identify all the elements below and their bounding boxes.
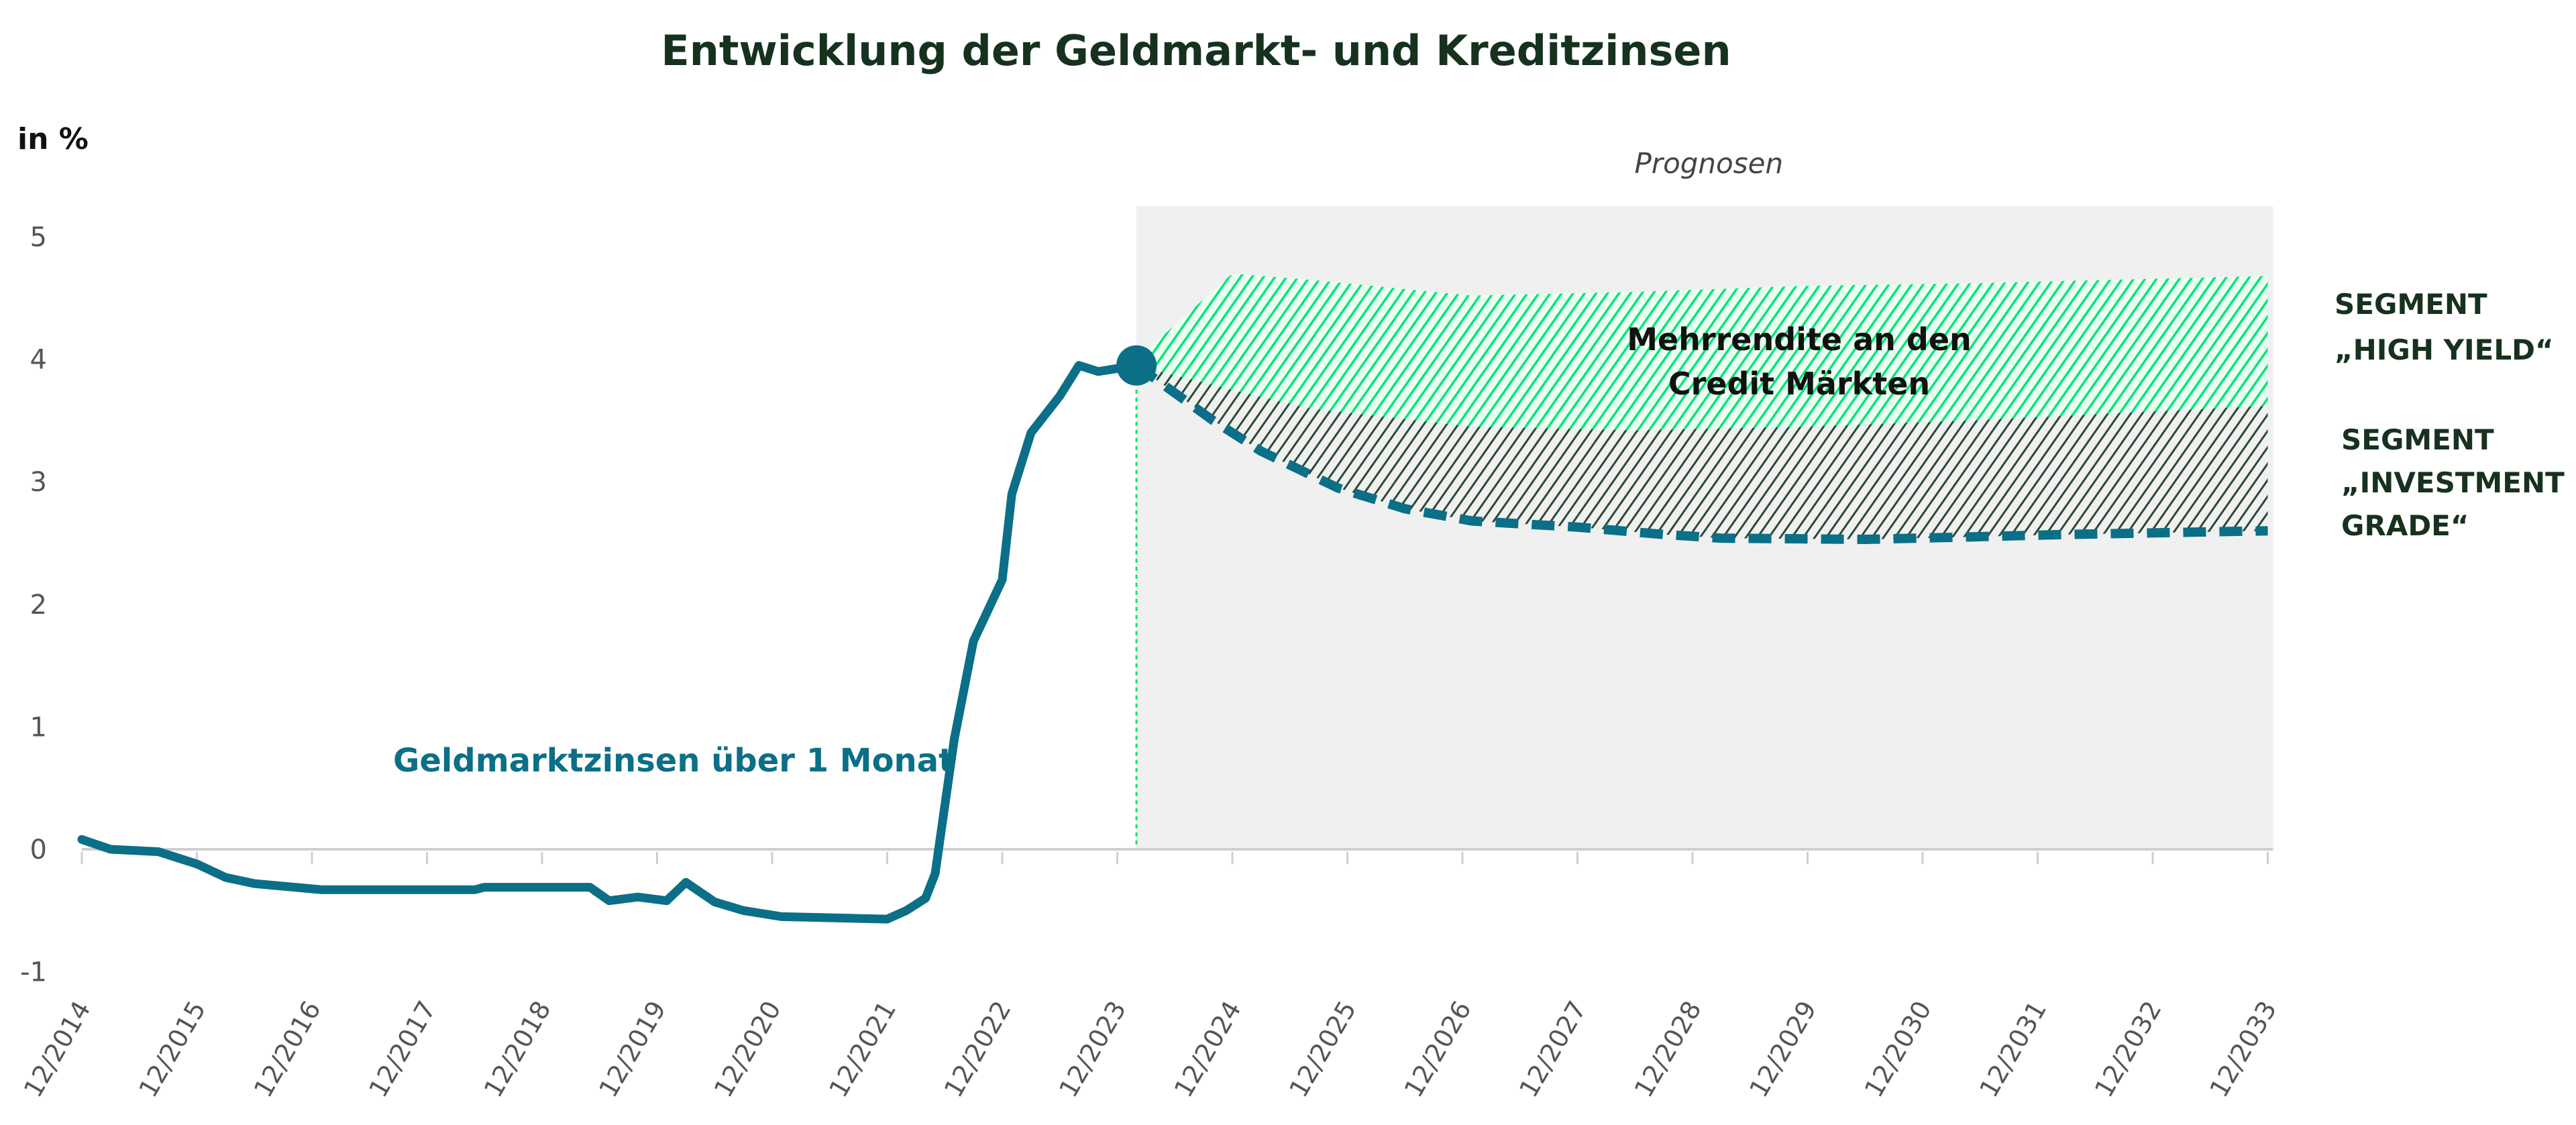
x-tick-label: 12/2017 [363, 996, 441, 1103]
x-tick-label: 12/2022 [938, 996, 1017, 1103]
x-tick-label: 12/2015 [133, 996, 211, 1103]
marker-point [1116, 345, 1157, 386]
label-investment-grade-2: „INVESTMENT [2341, 466, 2565, 499]
band-high-yield [1136, 274, 2268, 431]
x-tick-label: 12/2028 [1629, 996, 1707, 1103]
label-high-yield-2: „HIGH YIELD“ [2334, 333, 2554, 366]
x-tick-label: 12/2026 [1399, 996, 1477, 1103]
x-tick-label: 12/2025 [1283, 996, 1362, 1103]
series-line-geldmarkt [77, 361, 1141, 924]
label-high-yield-1: SEGMENT [2334, 288, 2487, 321]
label-investment-grade-1: SEGMENT [2341, 423, 2494, 456]
x-tick-label: 12/2031 [1974, 996, 2052, 1103]
x-tick-label: 12/2014 [18, 996, 97, 1103]
chart-title: Entwicklung der Geldmarkt- und Kreditzin… [661, 26, 1731, 75]
x-tick-label: 12/2024 [1169, 996, 1247, 1103]
label-investment-grade-3: GRADE“ [2341, 509, 2469, 542]
x-tick-label: 12/2030 [1859, 996, 1937, 1103]
y-tick-label: 1 [30, 712, 47, 743]
y-axis-label: in % [17, 122, 89, 156]
y-tick-label: 0 [30, 835, 47, 865]
series-line-forecast [1133, 362, 2268, 545]
y-tick-label: 3 [30, 467, 47, 498]
x-tick-label: 12/2020 [708, 996, 787, 1103]
x-tick-label: 12/2029 [1743, 996, 1822, 1103]
annotation-spread-line1: Mehrrendite an den [1627, 321, 1972, 358]
series-label-geldmarkt: Geldmarktzinsen über 1 Monat [393, 742, 954, 780]
band-investment-grade [1136, 365, 2268, 539]
x-tick-label: 12/2019 [593, 996, 672, 1103]
x-tick-label: 12/2016 [248, 996, 327, 1103]
forecast-label: Prognosen [1634, 147, 1783, 180]
x-tick-label: 12/2027 [1513, 996, 1592, 1103]
x-tick-label: 12/2023 [1053, 996, 1132, 1103]
x-tick-label: 12/2018 [478, 996, 557, 1103]
y-tick-label: 4 [30, 345, 47, 376]
annotation-spread-line2: Credit Märkten [1668, 366, 1930, 402]
x-tick-label: 12/2033 [2204, 996, 2282, 1103]
x-tick-label: 12/2021 [823, 996, 902, 1103]
x-tick-label: 12/2032 [2089, 996, 2167, 1103]
y-tick-label: 2 [30, 590, 47, 621]
y-tick-label: -1 [20, 957, 47, 988]
y-tick-label: 5 [30, 222, 47, 253]
